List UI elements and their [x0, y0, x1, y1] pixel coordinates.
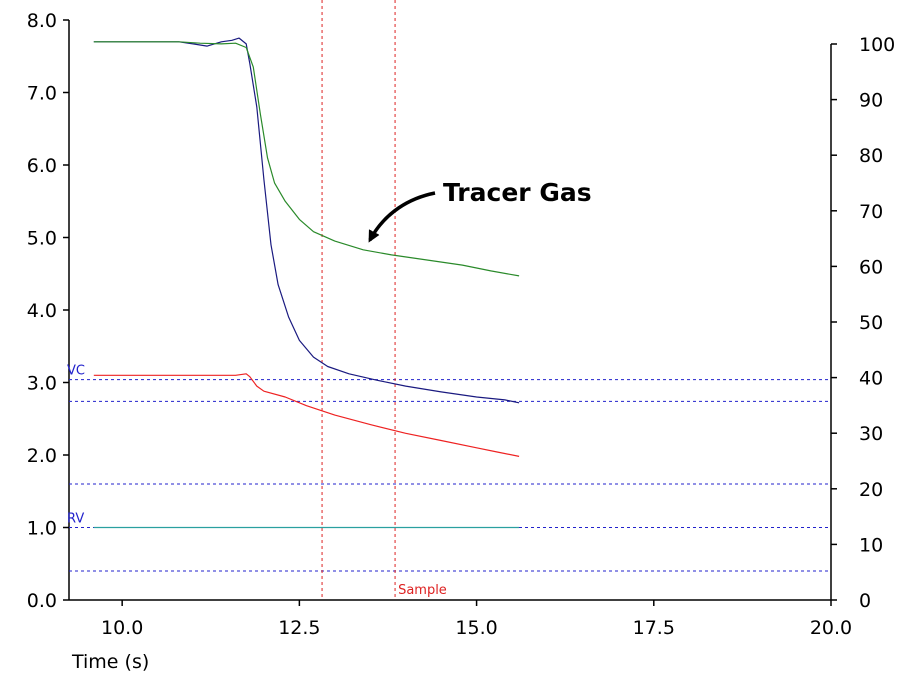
series-line [93, 373, 520, 457]
y-right-tick-label: 30 [859, 423, 883, 445]
y-right-tick-label: 80 [859, 145, 883, 167]
y-right-tick-label: 100 [859, 34, 895, 56]
y-right-tick-label: 50 [859, 312, 883, 334]
series-line [93, 41, 520, 277]
reference-line-label: RV [67, 512, 84, 527]
reference-lines: VC RV [67, 364, 831, 572]
reference-line-label: VC [67, 364, 85, 379]
y-left-tick-label: 3.0 [27, 373, 57, 395]
axis-ticks: 0.0 1.0 2.0 3.0 4.0 5.0 6.0 7.0 8.0 0 10 20 30 40 50 60… [27, 10, 895, 639]
vertical-marker-label: Sample [398, 583, 447, 598]
x-tick-label: 20.0 [810, 617, 852, 639]
annotation-arrow [368, 191, 436, 243]
y-left-tick-label: 7.0 [27, 83, 57, 105]
x-tick-label: 12.5 [278, 617, 320, 639]
series-lines [93, 37, 520, 529]
series-line [93, 37, 520, 404]
y-right-tick-label: 10 [859, 534, 883, 556]
y-right-tick-label: 0 [859, 590, 871, 612]
vertical-markers: Sample [321, 0, 447, 600]
x-axis-title: Time (s) [71, 651, 149, 673]
y-left-tick-label: 5.0 [27, 228, 57, 250]
x-tick-label: 10.0 [101, 617, 143, 639]
annotation-tracer-gas: Tracer Gas [443, 178, 592, 207]
y-right-tick-label: 40 [859, 368, 883, 390]
y-left-tick-label: 6.0 [27, 155, 57, 177]
y-left-tick-label: 2.0 [27, 445, 57, 467]
y-left-tick-label: 1.0 [27, 518, 57, 540]
y-left-tick-label: 0.0 [27, 590, 57, 612]
y-left-tick-label: 8.0 [27, 10, 57, 32]
y-left-tick-label: 4.0 [27, 300, 57, 322]
y-right-tick-label: 70 [859, 201, 883, 223]
y-right-tick-label: 90 [859, 90, 883, 112]
x-tick-label: 15.0 [455, 617, 497, 639]
y-right-tick-label: 20 [859, 479, 883, 501]
x-tick-label: 17.5 [633, 617, 675, 639]
y-right-tick-label: 60 [859, 256, 883, 278]
